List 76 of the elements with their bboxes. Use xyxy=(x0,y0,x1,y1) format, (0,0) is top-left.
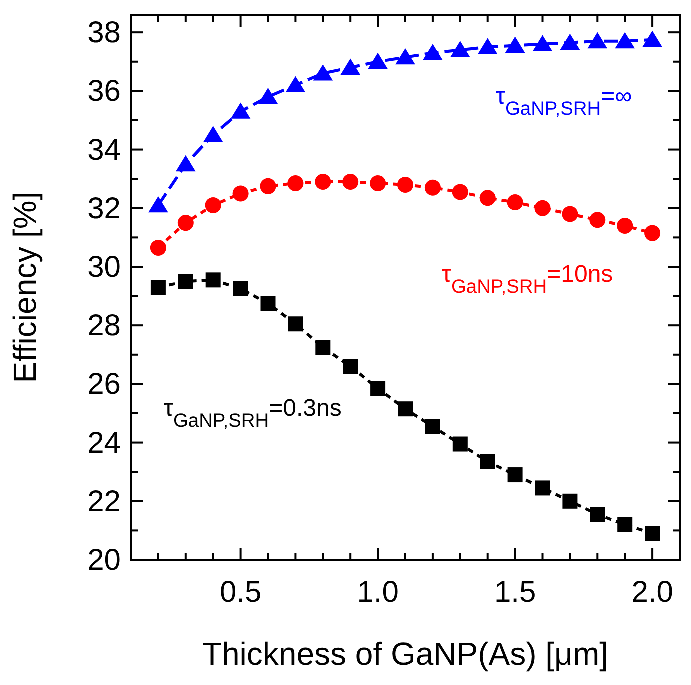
point xyxy=(205,197,222,214)
y-tick-label: 22 xyxy=(88,485,121,518)
point xyxy=(230,102,251,119)
point xyxy=(206,272,221,288)
point xyxy=(534,200,551,216)
point xyxy=(562,206,578,222)
point xyxy=(423,44,443,60)
point xyxy=(232,186,249,202)
point xyxy=(505,36,526,53)
y-tick-label: 20 xyxy=(88,544,121,577)
y-tick-label: 24 xyxy=(88,426,121,460)
annotation: τ$_{GaNP,SRH}$=0.3ns xyxy=(164,395,342,432)
point xyxy=(148,196,168,213)
x-axis-title: Thickness of GaNP(As) [μm] xyxy=(202,636,609,672)
point xyxy=(343,359,358,374)
point xyxy=(370,381,386,396)
point xyxy=(398,176,414,193)
point xyxy=(425,419,440,434)
point xyxy=(233,281,248,296)
point xyxy=(452,436,468,452)
y-tick-label: 36 xyxy=(88,75,121,108)
point xyxy=(260,178,276,194)
y-axis-title: Efficiency [%] xyxy=(7,192,43,384)
point xyxy=(316,340,331,356)
point xyxy=(150,240,166,256)
x-tick-label: 2.0 xyxy=(632,576,674,609)
point xyxy=(424,180,441,196)
point xyxy=(370,175,386,192)
point xyxy=(560,34,580,50)
point xyxy=(176,155,196,172)
point xyxy=(590,507,606,522)
y-tick-label: 30 xyxy=(88,250,121,284)
point xyxy=(288,316,304,332)
point xyxy=(618,517,633,532)
x-tick-label: 1.0 xyxy=(357,576,399,609)
point xyxy=(535,480,550,496)
point xyxy=(342,174,359,190)
point xyxy=(398,402,413,417)
point xyxy=(313,64,334,81)
point xyxy=(178,274,194,290)
point xyxy=(260,296,276,312)
point xyxy=(588,32,608,49)
y-tick-label: 34 xyxy=(88,134,121,167)
point xyxy=(562,494,578,509)
point xyxy=(150,280,166,295)
point xyxy=(340,58,360,75)
point xyxy=(288,175,304,192)
point xyxy=(178,215,194,232)
point xyxy=(478,38,498,54)
point xyxy=(615,32,635,49)
point xyxy=(507,194,524,211)
point xyxy=(450,41,470,58)
point xyxy=(396,48,416,65)
point xyxy=(480,454,496,470)
y-tick-label: 38 xyxy=(88,16,121,50)
point xyxy=(286,76,306,93)
point xyxy=(203,126,224,142)
point xyxy=(645,526,660,542)
point xyxy=(642,30,662,48)
point xyxy=(452,184,468,200)
point xyxy=(480,190,496,206)
point xyxy=(617,218,634,234)
annotation: τ$_{GaNP,SRH}$=∞ xyxy=(496,83,632,120)
point xyxy=(532,35,553,52)
y-tick-label: 32 xyxy=(88,192,121,226)
x-tick-label: 1.5 xyxy=(494,576,536,609)
point xyxy=(508,468,523,483)
y-tick-label: 28 xyxy=(88,310,121,343)
annotation: τ$_{GaNP,SRH}$=10ns xyxy=(442,261,614,298)
point xyxy=(368,52,388,70)
point xyxy=(644,225,661,242)
point xyxy=(590,212,606,228)
point xyxy=(315,174,332,190)
point xyxy=(258,88,278,104)
text: 0.5 xyxy=(220,576,262,609)
y-tick-label: 26 xyxy=(88,368,121,402)
